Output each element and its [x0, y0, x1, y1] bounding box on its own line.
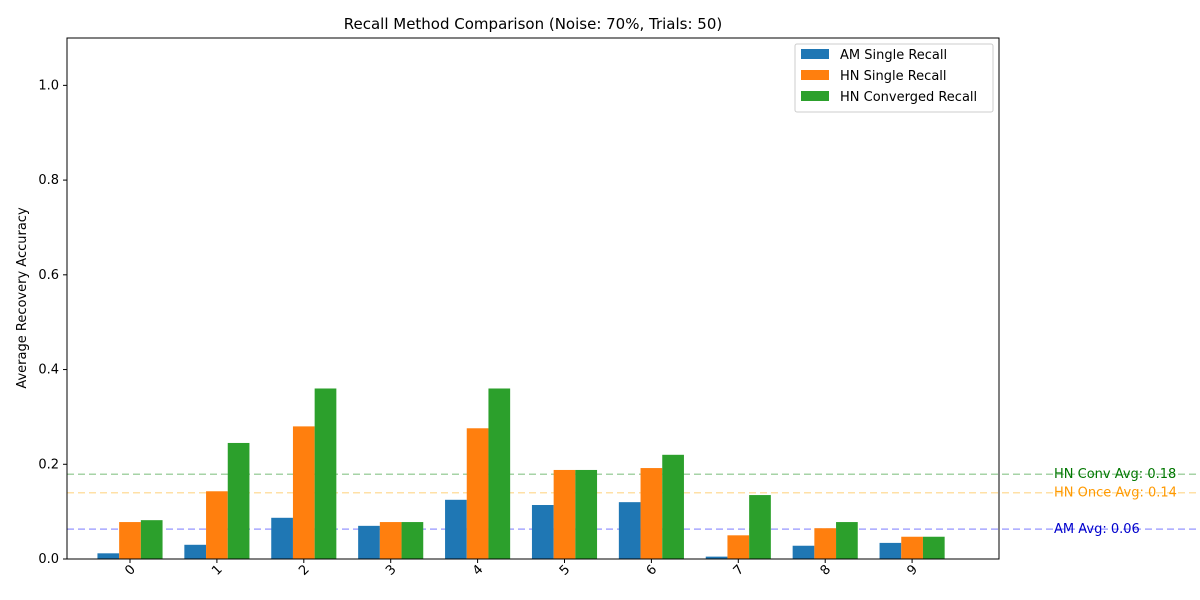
reference-line-labels: AM Avg: 0.06 HN Once Avg: 0.14 HN Conv Avg… — [1054, 467, 1177, 537]
bar-hn-single-recall-9 — [901, 536, 923, 559]
avg-reference-label: HN Once Avg: 0.14 — [1054, 486, 1177, 501]
x-tick-label: 5 — [557, 562, 573, 578]
bar-hn-converged-recall-7 — [749, 495, 771, 559]
x-axis: 0 1 2 3 4 5 6 7 8 9 — [122, 559, 921, 579]
x-tick-label: 4 — [470, 562, 486, 578]
x-tick-label: 6 — [644, 562, 660, 578]
bar-hn-converged-recall-0 — [140, 520, 163, 559]
bar-am-single-recall-3 — [358, 525, 380, 559]
bar-am-single-recall-9 — [879, 542, 902, 559]
x-tick-label: 9 — [904, 562, 920, 578]
legend-label: AM Single Recall — [840, 48, 947, 63]
bar-hn-converged-recall-2 — [314, 388, 337, 559]
legend: AM Single Recall HN Single Recall HN Conve… — [794, 43, 994, 113]
plot-area-frame — [66, 37, 1000, 560]
legend-box — [794, 43, 994, 113]
x-tick-label: 7 — [731, 562, 747, 578]
legend-swatch — [801, 91, 829, 101]
x-tick-label: 3 — [383, 562, 399, 578]
avg-reference-label: AM Avg: 0.06 — [1054, 522, 1140, 537]
bar-hn-single-recall-6 — [640, 468, 663, 559]
y-tick-label: 0.6 — [38, 268, 59, 283]
bar-am-single-recall-5 — [531, 505, 554, 559]
x-tick-label: 2 — [296, 562, 312, 578]
bar-am-single-recall-4 — [445, 499, 467, 559]
bar-am-single-recall-2 — [271, 517, 293, 559]
legend-label: HN Converged Recall — [840, 90, 977, 105]
avg-reference-label: HN Conv Avg: 0.18 — [1054, 467, 1176, 482]
y-tick-label: 0.8 — [38, 173, 59, 188]
y-tick-label: 0.0 — [38, 552, 59, 567]
x-tick-label: 8 — [818, 562, 834, 578]
y-tick-label: 0.4 — [38, 363, 59, 378]
bar-hn-single-recall-2 — [292, 426, 315, 559]
x-tick-label: 1 — [209, 562, 225, 578]
y-axis: 0.0 0.2 0.4 0.6 0.8 1.0 — [38, 78, 67, 567]
bar-hn-converged-recall-8 — [836, 522, 858, 559]
y-tick-label: 1.0 — [38, 78, 59, 93]
bar-hn-single-recall-5 — [553, 469, 576, 559]
bar-am-single-recall-0 — [97, 553, 120, 559]
legend-swatch — [801, 70, 829, 80]
y-tick-label: 0.2 — [38, 457, 59, 472]
bar-am-single-recall-1 — [184, 544, 207, 559]
bar-hn-single-recall-1 — [206, 491, 228, 559]
x-tick-label: 0 — [122, 562, 138, 578]
bar-hn-converged-recall-1 — [227, 442, 250, 559]
bar-hn-converged-recall-5 — [575, 469, 598, 559]
bar-hn-single-recall-4 — [466, 428, 489, 559]
bar-hn-single-recall-0 — [119, 522, 141, 559]
bar-hn-single-recall-7 — [727, 535, 750, 559]
bar-am-single-recall-7 — [705, 556, 728, 559]
chart-title: Recall Method Comparison (Noise: 70%, Tr… — [344, 15, 723, 33]
bar-am-single-recall-6 — [618, 502, 641, 559]
bar-series — [97, 388, 945, 559]
bar-hn-converged-recall-3 — [401, 522, 424, 559]
bar-hn-single-recall-3 — [379, 522, 402, 559]
bar-hn-converged-recall-9 — [922, 536, 945, 559]
legend-swatch — [801, 49, 829, 59]
bar-hn-single-recall-8 — [814, 528, 837, 559]
bar-hn-converged-recall-6 — [662, 454, 684, 559]
bar-am-single-recall-8 — [792, 545, 815, 559]
bar-hn-converged-recall-4 — [488, 388, 511, 559]
legend-label: HN Single Recall — [840, 69, 947, 84]
y-axis-label: Average Recovery Accuracy — [15, 207, 30, 389]
